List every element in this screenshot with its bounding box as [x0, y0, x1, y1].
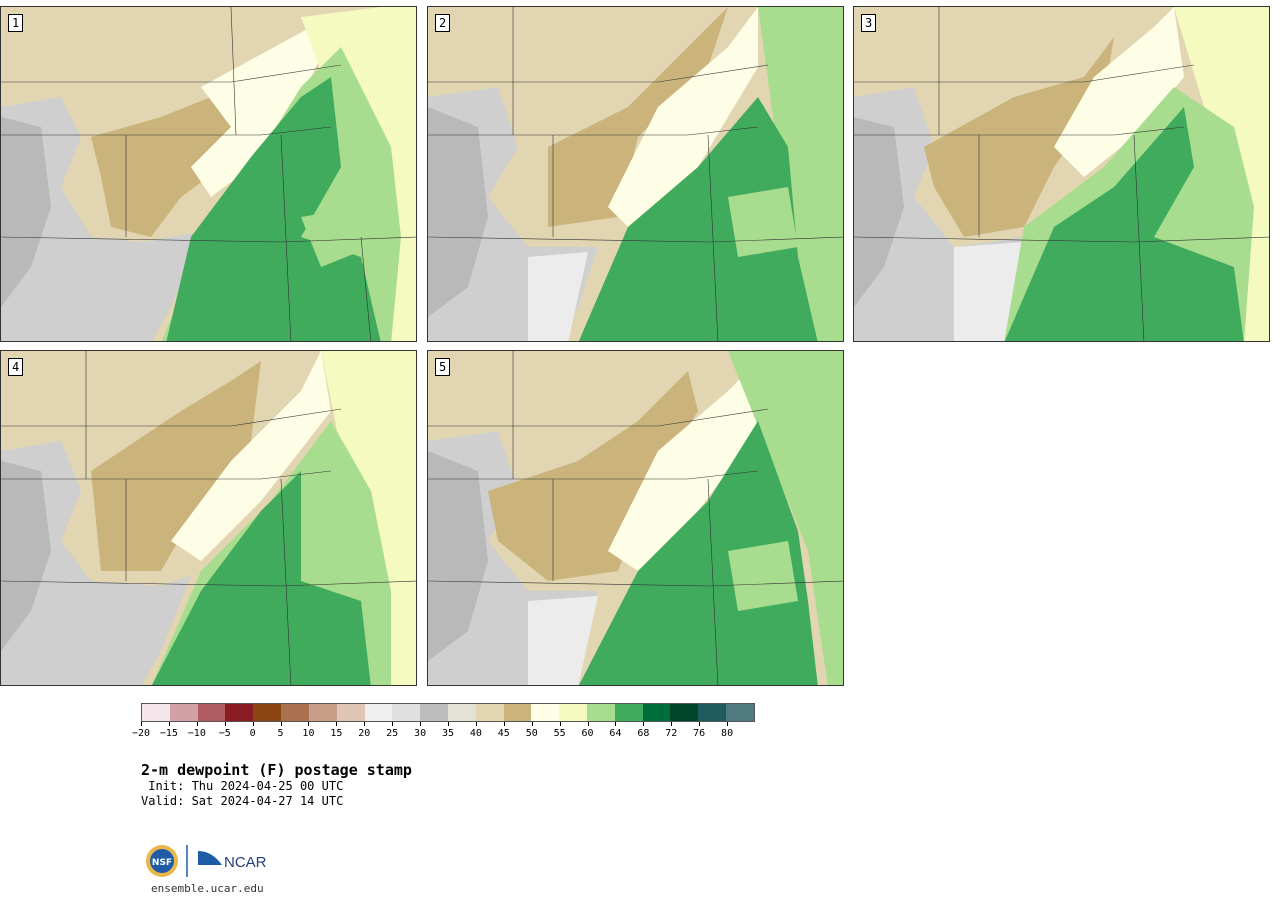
colorbar-swatch	[559, 704, 587, 721]
website-url: ensemble.ucar.edu	[151, 882, 264, 895]
ncar-logo-icon: NCAR	[198, 851, 267, 871]
colorbar-tick	[336, 722, 338, 726]
colorbar-swatch	[420, 704, 448, 721]
colorbar-swatch	[642, 704, 671, 721]
colorbar-tick	[420, 722, 422, 726]
panel-number-label: 5	[435, 358, 451, 376]
colorbar-tick	[141, 722, 142, 726]
colorbar-tick	[392, 722, 394, 726]
colorbar-tick	[448, 722, 449, 726]
colorbar	[141, 703, 755, 722]
colorbar-tick	[643, 722, 645, 726]
colorbar-tick-label: 5	[277, 728, 284, 739]
colorbar-swatch	[197, 704, 226, 721]
colorbar-tick-label: 0	[249, 728, 256, 739]
colorbar-tick	[559, 722, 561, 726]
panel-number-label: 4	[8, 358, 24, 376]
map-panel-4: 4	[0, 350, 417, 686]
colorbar-tick	[196, 722, 198, 726]
svg-text:NSF: NSF	[152, 858, 172, 868]
nsf-ncar-logos: NSF NCAR	[146, 845, 267, 877]
colorbar-swatch	[531, 704, 560, 721]
colorbar-swatch	[726, 704, 754, 721]
dewpoint-map-3	[854, 7, 1269, 341]
colorbar-tick	[503, 722, 505, 726]
panel-number-label: 2	[435, 14, 451, 32]
colorbar-tick-label: 45	[497, 728, 510, 739]
panel-number-label: 3	[861, 14, 877, 32]
colorbar-tick-label: 25	[386, 728, 399, 739]
colorbar-tick	[280, 722, 282, 726]
colorbar-tick	[364, 722, 366, 726]
colorbar-tick-label: −15	[159, 728, 178, 739]
valid-time-label: Valid: Sat 2024-04-27 14 UTC	[141, 794, 344, 808]
chart-title: 2-m dewpoint (F) postage stamp	[141, 761, 412, 779]
colorbar-swatch	[253, 704, 282, 721]
colorbar-tick	[224, 722, 226, 726]
colorbar-tick-label: 72	[665, 728, 678, 739]
map-panel-3: 3	[853, 6, 1270, 342]
dewpoint-map-5	[428, 351, 843, 685]
colorbar-tick	[308, 722, 310, 726]
colorbar-tick	[168, 722, 170, 726]
colorbar-tick-label: 15	[330, 728, 343, 739]
colorbar-swatch	[281, 704, 309, 721]
colorbar-tick-label: 64	[609, 728, 622, 739]
colorbar-tick-label: 55	[553, 728, 566, 739]
colorbar-tick-label: 35	[441, 728, 455, 739]
colorbar-tick	[615, 722, 617, 726]
colorbar-swatch	[308, 704, 337, 721]
colorbar-tick	[252, 722, 254, 726]
colorbar-tick-label: 76	[693, 728, 706, 739]
colorbar-tick	[587, 722, 589, 726]
colorbar-swatch	[142, 704, 170, 721]
colorbar-tick-label: 20	[358, 728, 371, 739]
colorbar-tick-label: 60	[581, 728, 594, 739]
colorbar-swatch	[698, 704, 727, 721]
colorbar-swatch	[392, 704, 421, 721]
colorbar-tick	[671, 722, 673, 726]
colorbar-swatch	[225, 704, 254, 721]
colorbar-tick	[475, 722, 477, 726]
svg-text:NCAR: NCAR	[224, 854, 267, 871]
colorbar-swatch	[503, 704, 532, 721]
dewpoint-map-2	[428, 7, 843, 341]
colorbar-swatch	[614, 704, 643, 721]
nsf-logo-icon: NSF	[146, 845, 178, 877]
map-panel-1: 1	[0, 6, 417, 342]
colorbar-tick-label: 40	[469, 728, 482, 739]
colorbar-tick-label: 68	[637, 728, 650, 739]
colorbar-tick-label: 50	[525, 728, 538, 739]
colorbar-swatch	[475, 704, 504, 721]
colorbar-tick	[531, 722, 533, 726]
colorbar-swatch	[670, 704, 699, 721]
colorbar-tick-label: 80	[721, 728, 734, 739]
colorbar-tick-label: 10	[302, 728, 315, 739]
colorbar-swatch	[447, 704, 476, 721]
colorbar-ticks: −20 −15 −10 −5 0 5 10 15 20 25 30 35 40 45 50 55 60 64 68 7…	[132, 722, 755, 742]
colorbar-swatch	[169, 704, 198, 721]
colorbar-swatch	[336, 704, 365, 721]
colorbar-tick-label: 30	[414, 728, 427, 739]
panel-number-label: 1	[8, 14, 24, 32]
dewpoint-map-4	[1, 351, 416, 685]
colorbar-tick-label: −10	[187, 728, 206, 739]
colorbar-tick	[699, 722, 701, 726]
colorbar-tick-label: −5	[218, 728, 231, 739]
colorbar-tick	[727, 722, 729, 726]
init-time-label: Init: Thu 2024-04-25 00 UTC	[141, 779, 344, 793]
colorbar-tick-label: −20	[131, 728, 151, 739]
map-panel-5: 5	[427, 350, 844, 686]
colorbar-swatch	[587, 704, 615, 721]
dewpoint-map-1	[1, 7, 416, 341]
map-panel-2: 2	[427, 6, 844, 342]
colorbar-swatch	[364, 704, 393, 721]
